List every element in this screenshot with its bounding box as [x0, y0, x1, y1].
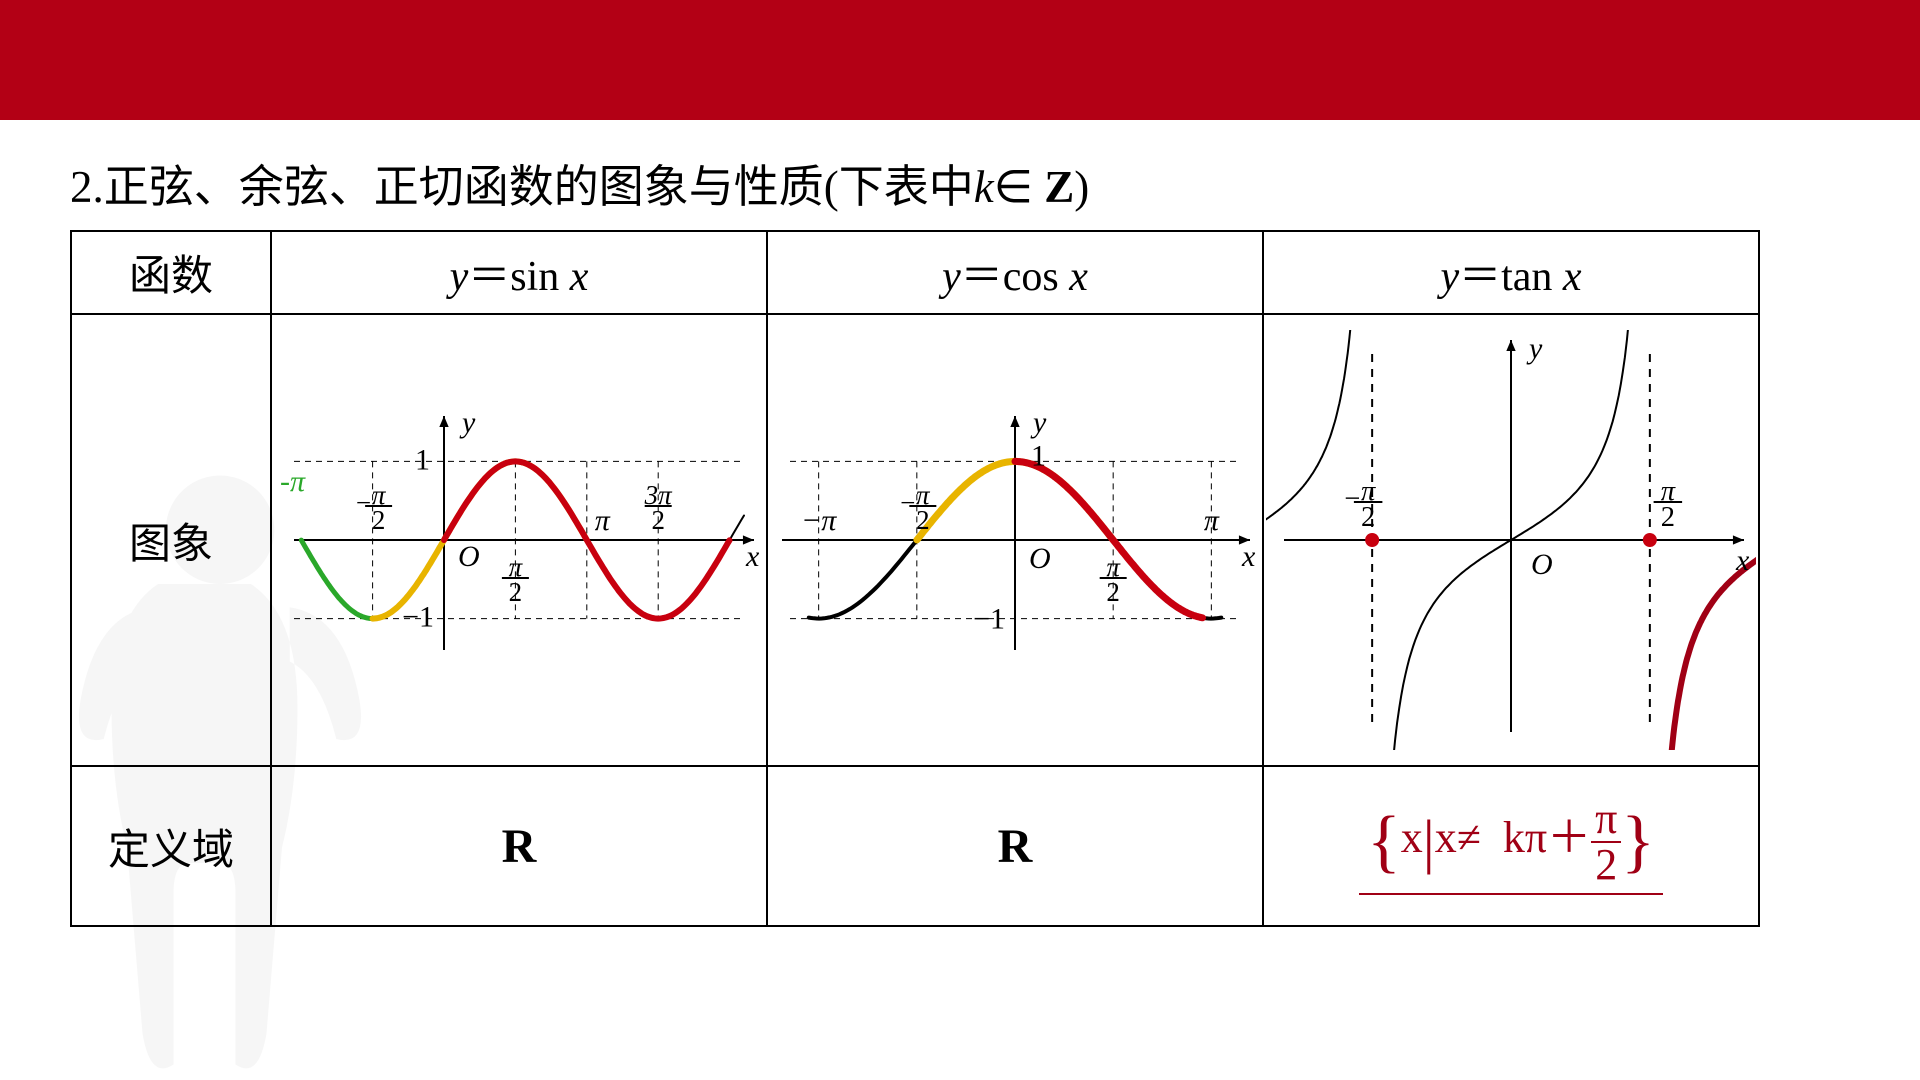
heading-main: 正弦、余弦、正切函数的图象与性质(下表中: [104, 162, 974, 212]
sin-graph-cell: -π yxO1−1−π2π2π3π2: [271, 314, 767, 766]
trig-function-table: 函数 y＝sin x y＝cos x y＝tan x 图象 -π yxO1−1−…: [70, 230, 1760, 927]
domain-row-label: 定义域: [71, 766, 271, 926]
svg-text:y: y: [459, 410, 476, 439]
tan-graph-cell: yxO−π2π2: [1263, 314, 1759, 766]
svg-text:−1: −1: [402, 601, 434, 634]
svg-text:x: x: [745, 540, 760, 573]
svg-text:O: O: [1531, 548, 1553, 581]
table-row-header: 函数 y＝sin x y＝cos x y＝tan x: [71, 231, 1759, 314]
svg-text:π: π: [1204, 504, 1220, 537]
svg-text:2: 2: [1106, 577, 1120, 607]
header-tan: y＝tan x: [1263, 231, 1759, 314]
header-fn-label: 函数: [71, 231, 271, 314]
svg-text:−: −: [1342, 484, 1361, 515]
graph-row-label: 图象: [71, 314, 271, 766]
heading-prefix: 2.: [70, 162, 104, 212]
svg-text:1: 1: [1031, 439, 1046, 472]
svg-text:−π: −π: [801, 504, 837, 537]
cos-domain: R: [767, 766, 1263, 926]
svg-text:O: O: [458, 540, 480, 573]
svg-text:2: 2: [372, 505, 386, 535]
heading-op: ∈: [994, 162, 1033, 212]
sin-domain: R: [271, 766, 767, 926]
neg-pi-annotation: -π: [280, 465, 305, 499]
svg-text:−1: −1: [973, 603, 1005, 636]
svg-text:2: 2: [651, 505, 665, 535]
cos-graph-cell: yxO1−1−π−π2π2π: [767, 314, 1263, 766]
tan-graph: yxO−π2π2: [1266, 330, 1756, 750]
svg-text:O: O: [1029, 542, 1051, 575]
tan-domain: {x|x≠ kπ＋π2}: [1263, 766, 1759, 926]
svg-text:2: 2: [509, 577, 523, 607]
svg-text:1: 1: [415, 443, 430, 476]
svg-text:π: π: [595, 504, 611, 537]
svg-text:y: y: [1030, 410, 1047, 439]
svg-text:2: 2: [916, 505, 930, 535]
table-row-domain: 定义域 R R {x|x≠ kπ＋π2}: [71, 766, 1759, 926]
svg-text:y: y: [1526, 332, 1543, 365]
table-row-graph: 图象 -π yxO1−1−π2π2π3π2 yxO1−1−π−π2π2π yxO…: [71, 314, 1759, 766]
sin-graph: yxO1−1−π2π2π3π2: [274, 410, 764, 670]
top-banner: [0, 0, 1920, 120]
header-sin: y＝sin x: [271, 231, 767, 314]
cos-graph: yxO1−1−π−π2π2π: [770, 410, 1260, 670]
heading-var: k: [974, 162, 994, 212]
svg-text:x: x: [1241, 540, 1256, 573]
svg-text:2: 2: [1661, 502, 1675, 533]
svg-text:−: −: [899, 487, 917, 517]
svg-text:−: −: [354, 487, 372, 517]
section-heading: 2.正弦、余弦、正切函数的图象与性质(下表中k∈ Z): [70, 150, 1920, 215]
heading-set: Z: [1044, 162, 1074, 212]
svg-text:x: x: [1735, 544, 1750, 577]
svg-text:2: 2: [1361, 502, 1375, 533]
heading-suffix: ): [1074, 162, 1089, 212]
header-cos: y＝cos x: [767, 231, 1263, 314]
